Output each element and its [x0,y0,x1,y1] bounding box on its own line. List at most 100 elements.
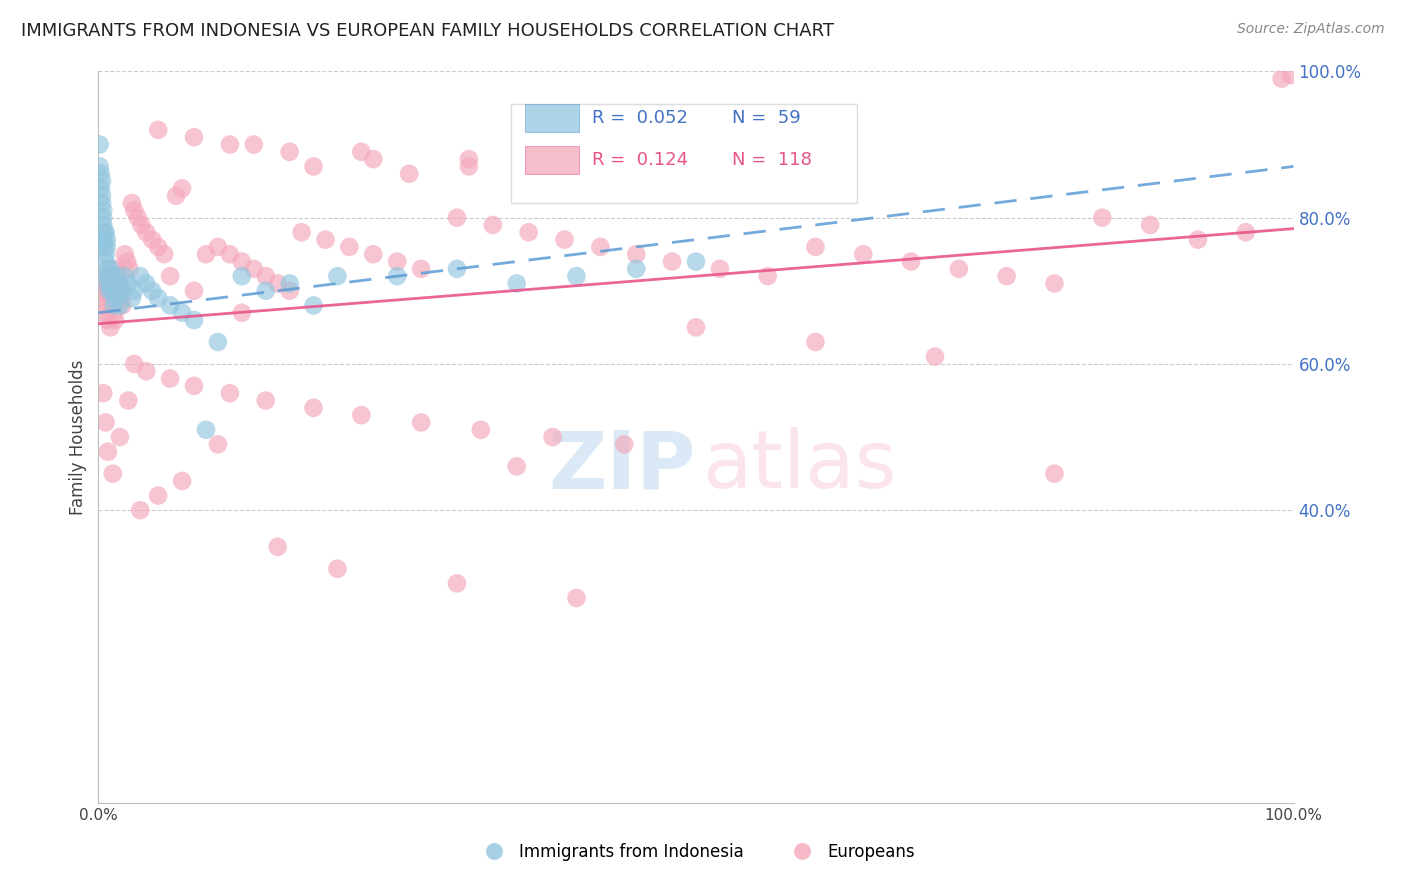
Point [1139,218,1161,232]
Point [91,211,114,225]
Point [219,137,242,152]
Text: R =  0.052: R = 0.052 [592,109,688,128]
Point [411,416,433,430]
Point [1043,467,1066,481]
Text: IMMIGRANTS FROM INDONESIA VS EUROPEAN FAMILY HOUSEHOLDS CORRELATION CHART: IMMIGRANTS FROM INDONESIA VS EUROPEAN FA… [21,22,834,40]
Point [207,437,229,451]
Point [90,167,112,181]
Point [91,386,114,401]
Point [219,247,242,261]
Point [129,269,152,284]
Point [96,240,118,254]
Point [97,313,120,327]
Point [121,291,143,305]
Point [339,240,361,254]
Point [458,152,481,166]
Y-axis label: Family Households: Family Households [69,359,87,515]
Point [1091,211,1114,225]
Point [135,277,157,291]
Point [96,277,118,291]
Point [121,196,143,211]
Point [302,160,325,174]
Point [267,540,290,554]
Point [107,269,129,284]
Point [91,196,114,211]
Point [326,269,349,284]
Point [93,284,115,298]
Text: N =  118: N = 118 [733,151,811,169]
Point [411,261,433,276]
Point [446,576,468,591]
Point [243,137,266,152]
Point [685,167,707,181]
Legend: Immigrants from Indonesia, Europeans: Immigrants from Indonesia, Europeans [471,837,921,868]
Point [350,145,373,159]
Point [124,203,146,218]
Point [385,254,409,268]
Point [97,261,120,276]
Point [108,284,131,298]
Point [948,261,970,276]
Point [108,430,131,444]
Point [165,188,187,202]
Point [1187,233,1209,247]
Point [578,167,600,181]
Point [91,218,114,232]
Point [517,225,540,239]
Point [93,240,115,254]
Point [117,393,139,408]
Point [91,188,114,202]
Point [94,225,117,239]
Point [231,269,253,284]
Point [100,291,122,305]
Point [159,298,181,312]
Point [350,408,373,422]
Point [254,284,277,298]
Text: atlas: atlas [702,427,896,506]
Point [94,416,117,430]
Point [302,298,325,312]
Text: N =  59: N = 59 [733,109,800,128]
Point [995,269,1018,284]
Point [278,145,301,159]
Point [110,291,132,305]
Point [172,306,194,320]
Point [94,254,117,268]
Point [219,386,242,401]
FancyBboxPatch shape [524,146,579,174]
Point [148,123,170,137]
Point [183,379,205,393]
Point [90,277,112,291]
Point [117,277,139,291]
Point [626,247,648,261]
Point [541,430,564,444]
Point [108,298,131,312]
Point [89,160,111,174]
Point [107,284,129,298]
Point [207,240,229,254]
Point [470,423,492,437]
Point [100,269,122,284]
Point [98,269,121,284]
Point [148,489,170,503]
Point [111,298,134,312]
Point [141,233,163,247]
Point [93,233,115,247]
Point [446,211,468,225]
Point [98,284,121,298]
Point [685,254,707,268]
Point [243,261,266,276]
Point [278,277,301,291]
Point [302,401,325,415]
Point [96,233,118,247]
Point [709,261,731,276]
Point [195,423,218,437]
Point [267,277,290,291]
Point [148,240,170,254]
Point [101,467,124,481]
Point [91,269,114,284]
Point [291,225,314,239]
Point [626,261,648,276]
Text: ZIP: ZIP [548,427,696,506]
Text: R =  0.124: R = 0.124 [592,151,688,169]
